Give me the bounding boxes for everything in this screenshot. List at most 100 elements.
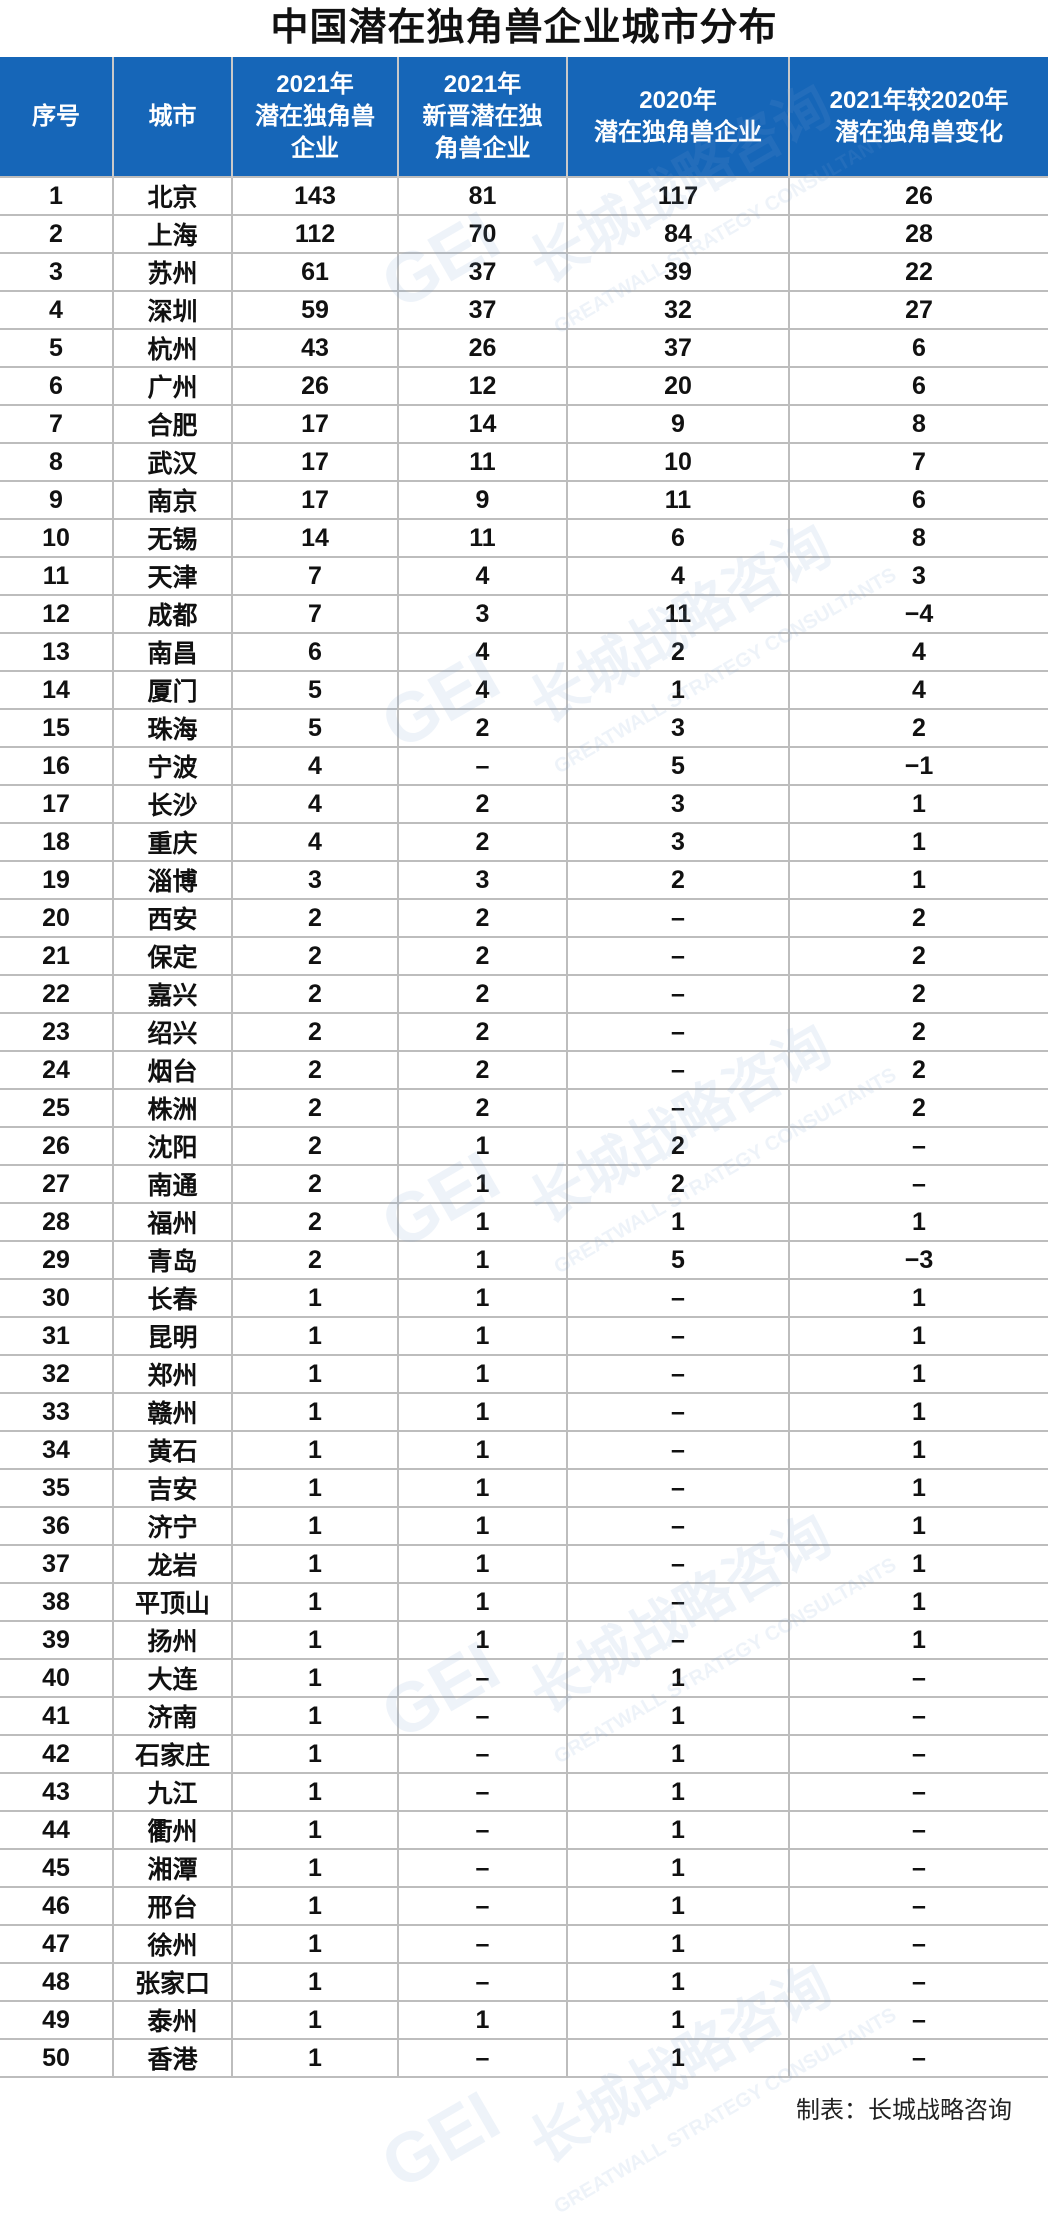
- cell-2021-new: 1: [398, 1241, 568, 1280]
- cell-index: 25: [0, 1089, 114, 1128]
- cell-index: 6: [0, 367, 114, 406]
- cell-change: 27: [789, 291, 1048, 330]
- cell-change: 1: [789, 1469, 1048, 1508]
- cell-2021-new: 81: [398, 176, 568, 216]
- table-row: 50 香港 1–1–: [0, 2039, 1048, 2078]
- table-row: 20 西安 2 2–2: [0, 899, 1048, 938]
- cell-index: 49: [0, 2001, 114, 2040]
- cell-index: 4: [0, 291, 114, 330]
- cell-city: 黄石: [113, 1431, 233, 1470]
- cell-index: 28: [0, 1203, 114, 1242]
- cell-2020-potential: 1: [567, 1659, 790, 1698]
- cell-change: 2: [789, 975, 1048, 1014]
- cell-2020-potential: 3: [567, 709, 790, 748]
- cell-2021-new: 2: [398, 1089, 568, 1128]
- cell-city: 嘉兴: [113, 975, 233, 1014]
- cell-2021-potential: 5: [232, 671, 399, 710]
- cell-city: 龙岩: [113, 1545, 233, 1584]
- cell-city: 福州: [113, 1203, 233, 1242]
- cell-city: 扬州: [113, 1621, 233, 1660]
- cell-2021-new: 2: [398, 975, 568, 1014]
- cell-2021-new: 2: [398, 823, 568, 862]
- cell-2021-potential: 14: [232, 519, 399, 558]
- cell-2021-new: 2: [398, 1013, 568, 1052]
- cell-change: –: [789, 1127, 1048, 1166]
- table-row: 12 成都 7 3 11 −4: [0, 595, 1048, 634]
- cell-change: 2: [789, 937, 1048, 976]
- cell-2021-potential: 1: [232, 1355, 399, 1394]
- cell-index: 5: [0, 329, 114, 368]
- cell-2021-new: 1: [398, 1545, 568, 1584]
- cell-2020-potential: –: [567, 1507, 790, 1546]
- cell-index: 30: [0, 1279, 114, 1318]
- cell-2020-potential: –: [567, 1013, 790, 1052]
- cell-2021-potential: 4: [232, 785, 399, 824]
- table-row: 3 苏州 61 37 39 22: [0, 253, 1048, 292]
- cell-2021-potential: 2: [232, 937, 399, 976]
- cell-index: 48: [0, 1963, 114, 2002]
- cell-2021-potential: 2: [232, 1241, 399, 1280]
- source-note: 制表：长城战略咨询: [796, 2097, 1012, 2124]
- table-body: 1 北京 143 81 117 26 2 上海 112 70 84 28 3 苏州 61 37 39 22 4 深圳 5…: [0, 176, 1048, 2078]
- cell-2020-potential: 1: [567, 1963, 790, 2002]
- cell-change: 1: [789, 1317, 1048, 1356]
- cell-2021-new: 3: [398, 595, 568, 634]
- cell-city: 大连: [113, 1659, 233, 1698]
- cell-index: 12: [0, 595, 114, 634]
- cell-2021-potential: 2: [232, 975, 399, 1014]
- cell-index: 47: [0, 1925, 114, 1964]
- cell-city: 成都: [113, 595, 233, 634]
- cell-2020-potential: –: [567, 1317, 790, 1356]
- cell-2021-new: 1: [398, 1279, 568, 1318]
- cell-2021-new: –: [398, 1735, 568, 1774]
- cell-2021-potential: 1: [232, 1621, 399, 1660]
- cell-2021-potential: 17: [232, 443, 399, 482]
- table-row: 48 张家口 1–1–: [0, 1963, 1048, 2002]
- cell-2020-potential: –: [567, 1393, 790, 1432]
- cell-change: 2: [789, 899, 1048, 938]
- cell-2021-potential: 1: [232, 1279, 399, 1318]
- table-row: 36 济宁 1 1–1: [0, 1507, 1048, 1546]
- cell-2020-potential: –: [567, 1469, 790, 1508]
- cell-2020-potential: 1: [567, 1887, 790, 1926]
- cell-2021-new: 1: [398, 1469, 568, 1508]
- cell-index: 43: [0, 1773, 114, 1812]
- table-row: 27 南通 2 1 2–: [0, 1165, 1048, 1204]
- cell-2021-potential: 2: [232, 1165, 399, 1204]
- cell-2021-potential: 1: [232, 1431, 399, 1470]
- cell-2020-potential: 1: [567, 1773, 790, 1812]
- cell-change: 28: [789, 215, 1048, 254]
- cell-index: 17: [0, 785, 114, 824]
- page-title: 中国潜在独角兽企业城市分布: [270, 7, 778, 49]
- cell-index: 29: [0, 1241, 114, 1280]
- cell-city: 张家口: [113, 1963, 233, 2002]
- table-row: 10 无锡 14 11 6 8: [0, 519, 1048, 558]
- cell-2021-new: 11: [398, 519, 568, 558]
- cell-2021-potential: 5: [232, 709, 399, 748]
- cell-change: –: [789, 1165, 1048, 1204]
- cell-2020-potential: 5: [567, 747, 790, 786]
- table-row: 17 长沙 4 2 3 1: [0, 785, 1048, 824]
- cell-2020-potential: 39: [567, 253, 790, 292]
- table-row: 18 重庆 4 2 3 1: [0, 823, 1048, 862]
- cell-index: 31: [0, 1317, 114, 1356]
- cell-change: 1: [789, 1203, 1048, 1242]
- cell-change: −3: [789, 1241, 1048, 1280]
- cell-city: 天津: [113, 557, 233, 596]
- cell-index: 22: [0, 975, 114, 1014]
- cell-city: 上海: [113, 215, 233, 254]
- cell-2021-potential: 61: [232, 253, 399, 292]
- watermark-logo: GEI: [368, 2076, 513, 2204]
- cell-2021-new: 1: [398, 2001, 568, 2040]
- cell-change: 8: [789, 519, 1048, 558]
- cell-2021-new: 12: [398, 367, 568, 406]
- table-row: 19 淄博 3 3 2 1: [0, 861, 1048, 900]
- cell-2020-potential: –: [567, 1051, 790, 1090]
- table-row: 42 石家庄 1–1–: [0, 1735, 1048, 1774]
- cell-2021-new: –: [398, 1773, 568, 1812]
- table-row: 33 赣州 1 1–1: [0, 1393, 1048, 1432]
- cell-2020-potential: 3: [567, 785, 790, 824]
- cell-2021-new: 1: [398, 1507, 568, 1546]
- cell-2020-potential: –: [567, 975, 790, 1014]
- cell-2021-new: 2: [398, 899, 568, 938]
